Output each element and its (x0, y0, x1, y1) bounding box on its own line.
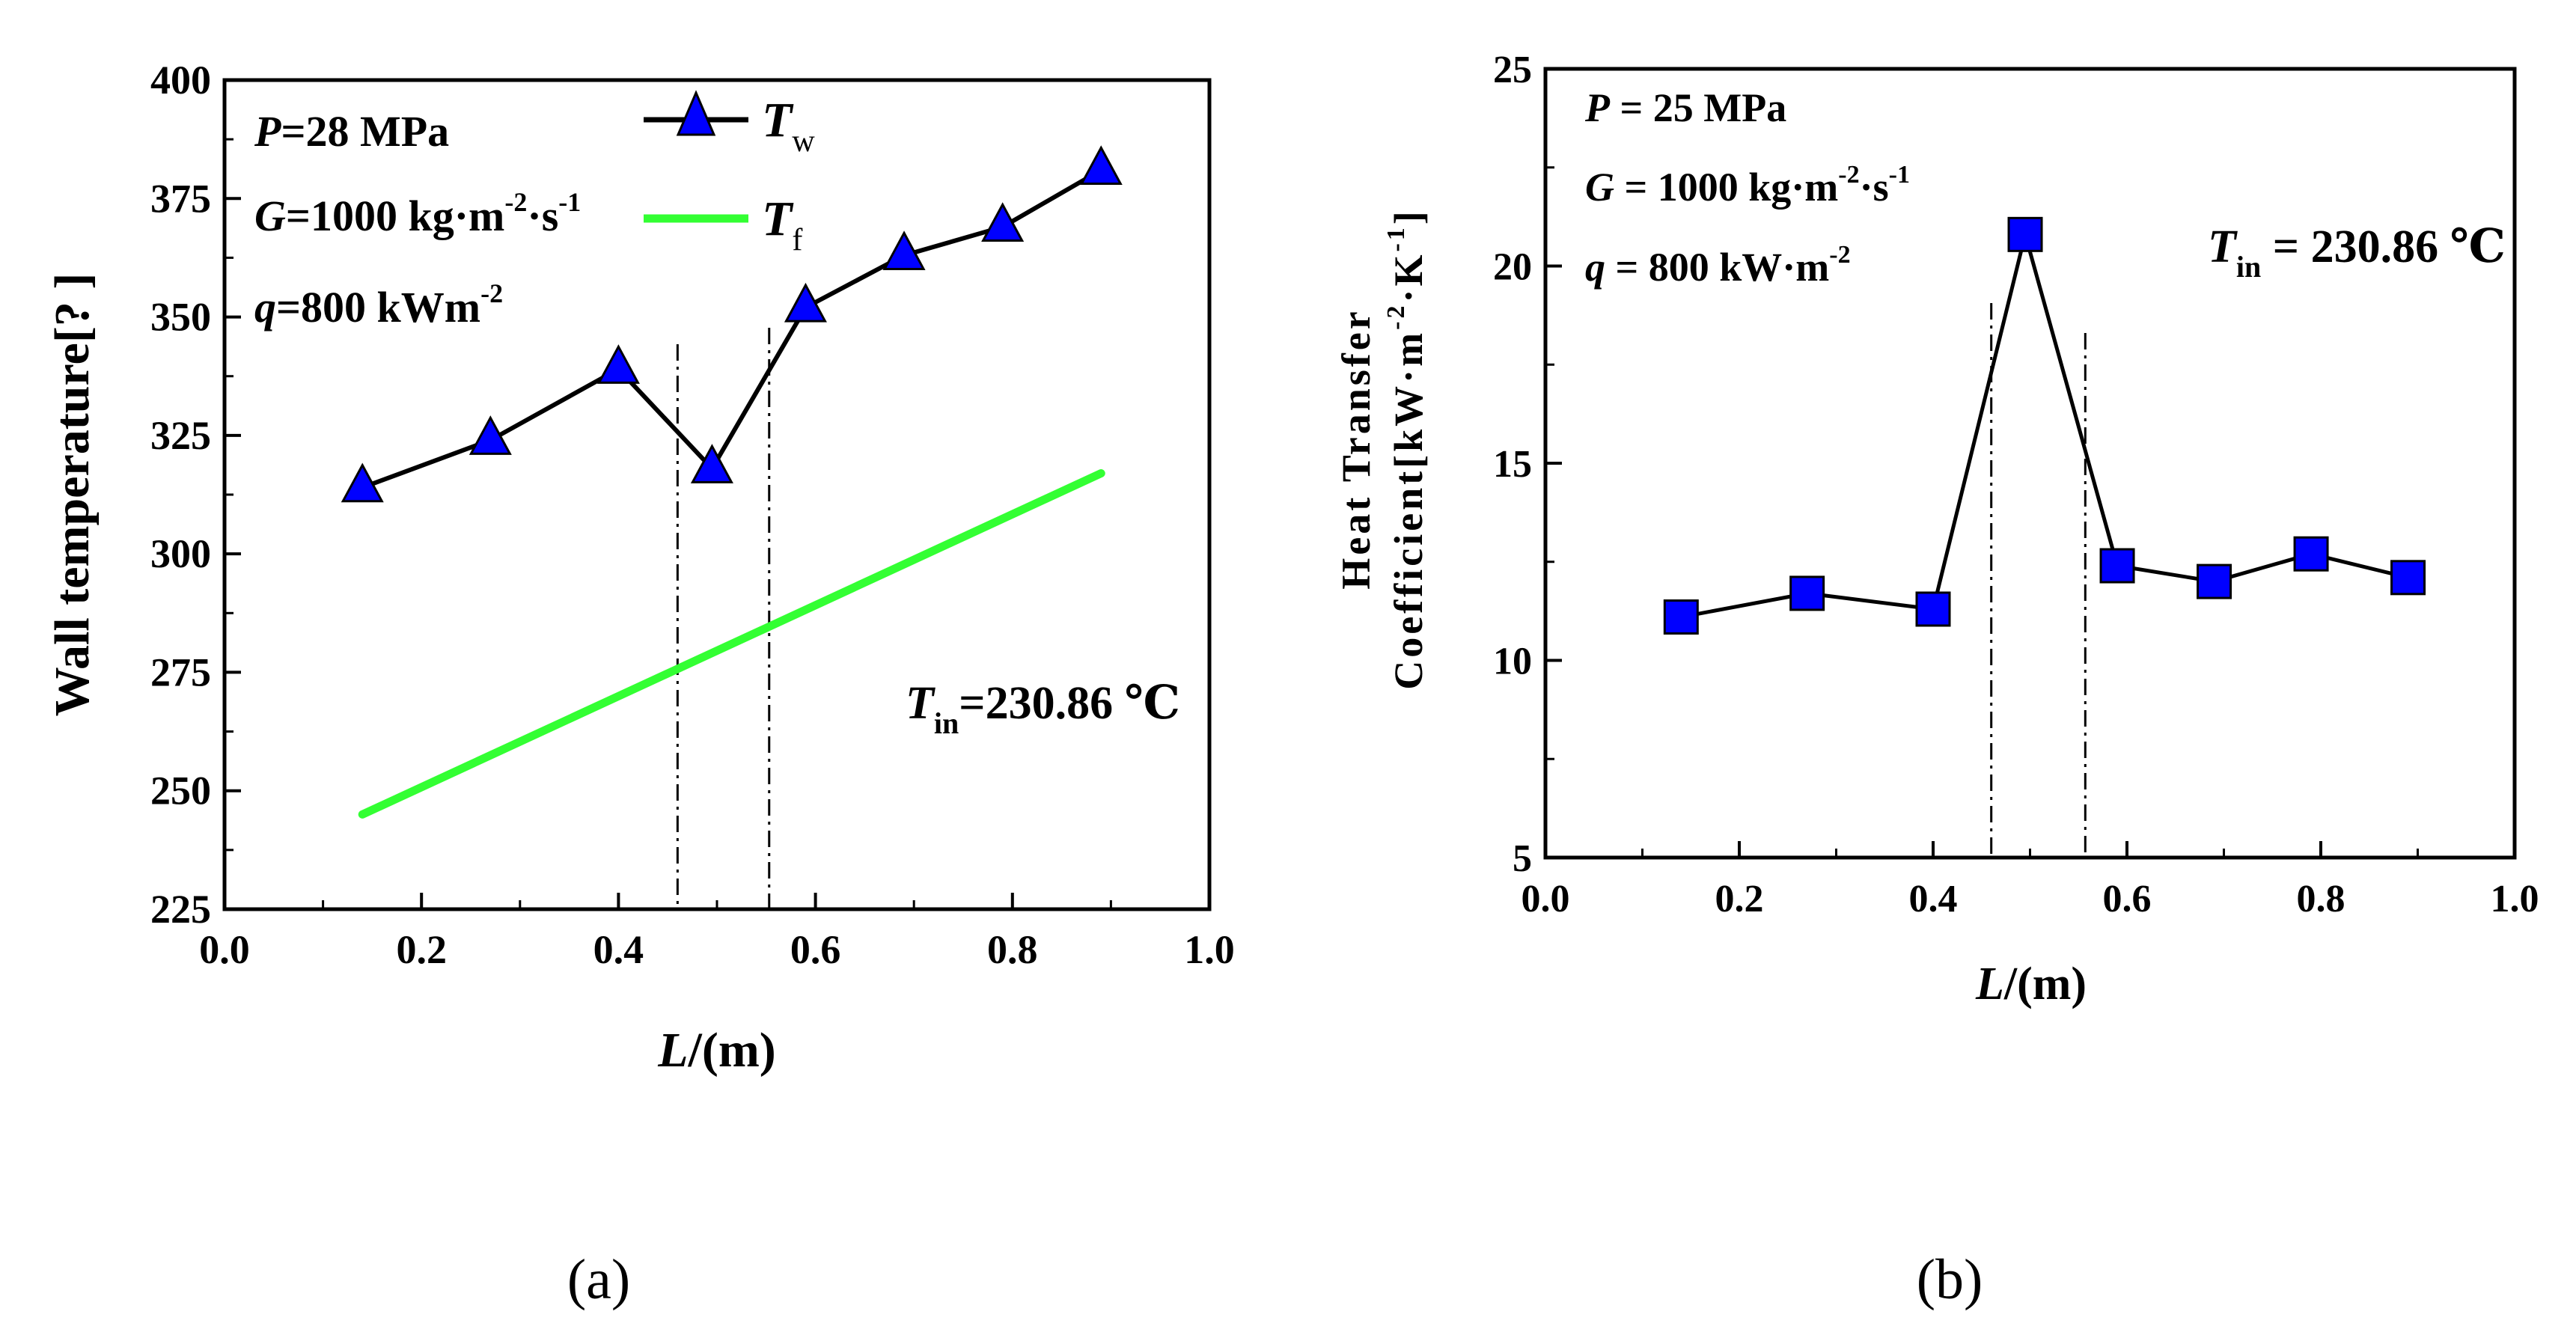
chart-a-xlabel-unit: /(m) (688, 1023, 776, 1078)
chart-a-xlabel: L/(m) (657, 1023, 776, 1078)
chart-a-ylabel: Wall temperature[? ] (45, 273, 100, 717)
chart-a-xtick-label: 0.4 (593, 927, 644, 972)
chart-b-xtick-label: 0.2 (1715, 878, 1764, 920)
chart-b-xtick-label: 0.4 (1909, 878, 1958, 920)
chart-a-ytick-label: 250 (150, 769, 211, 813)
chart-a-legend: Tw Tf (644, 90, 815, 257)
series-tw-point (981, 202, 1025, 242)
series-htc-point (1915, 591, 1951, 627)
series-htc-point (1663, 599, 1699, 635)
series-tw-point (784, 282, 827, 323)
chart-a-massflux-annotation: G=1000 kg·m-2·s-1 (254, 187, 581, 240)
chart-b-ylabel-line2: Coefficient[kW·m-2·K-1] (1382, 208, 1431, 690)
chart-a-ticks: 0.0 0.2 0.4 0.6 0.8 1.0 225 250 275 300 325 350 375 4… (150, 58, 1235, 972)
chart-a-ytick-label: 300 (150, 531, 211, 576)
series-tf-line (358, 469, 1105, 819)
chart-a-ytick-label: 375 (150, 176, 211, 221)
series-tw-point (468, 415, 512, 455)
chart-b-massflux-annotation: G = 1000 kg·m-2·s-1 (1585, 161, 1910, 210)
series-htc-point (2099, 548, 2135, 584)
series-tw-line (361, 168, 1102, 490)
legend-tf-label: Tf (762, 192, 802, 257)
chart-b-xlabel: L/(m) (1975, 959, 2087, 1009)
chart-a-ytick-label: 350 (150, 295, 211, 340)
chart-a-vlines (676, 328, 771, 909)
chart-a-ytick-label: 275 (150, 650, 211, 694)
caption-a: (a) (567, 1248, 630, 1311)
chart-b-xtick-label: 0.0 (1522, 878, 1570, 920)
chart-b-ytick-label: 25 (1493, 49, 1532, 91)
series-tw-point (1079, 145, 1123, 185)
chart-b-ytick-label: 20 (1493, 246, 1532, 289)
chart-b-ylabel-line1: Heat Transfer (1334, 308, 1379, 589)
chart-a-ytick-label: 325 (150, 413, 211, 458)
chart-a-xtick-label: 0.0 (199, 927, 250, 972)
chart-b-ytick-label: 15 (1493, 443, 1532, 486)
series-tw-point (882, 230, 926, 270)
chart-a-series (341, 145, 1123, 819)
chart-b-xtick-label: 1.0 (2491, 878, 2539, 920)
chart-b-heatflux-annotation: q = 800 kW·m-2 (1585, 241, 1851, 290)
chart-b-pressure-annotation: P = 25 MPa (1584, 85, 1786, 130)
chart-b-series (1663, 216, 2426, 635)
series-htc-point (2007, 216, 2043, 252)
chart-b-ticks: 0.0 0.2 0.4 0.6 0.8 1.0 5 10 15 20 25 (1493, 49, 2539, 920)
chart-a-inlet-temp-annotation: Tin=230.86 ℃ (906, 678, 1180, 740)
chart-a: 0.0 0.2 0.4 0.6 0.8 1.0 225 250 275 300 325 350 375 4… (45, 58, 1235, 1078)
series-htc-point (1789, 575, 1825, 611)
chart-a-heatflux-annotation: q=800 kWm-2 (254, 278, 503, 332)
chart-a-ytick-label: 400 (150, 58, 211, 103)
series-tw-point (690, 444, 733, 483)
legend-tw-label: Tw (762, 93, 815, 159)
chart-a-xtick-label: 0.8 (987, 927, 1038, 972)
chart-a-ytick-label: 225 (150, 887, 211, 932)
chart-b-ytick-label: 5 (1513, 837, 1532, 880)
chart-b-ytick-label: 10 (1493, 641, 1532, 683)
caption-b: (b) (1917, 1248, 1983, 1311)
chart-b-inlet-temp-annotation: Tin = 230.86 ℃ (2208, 222, 2506, 284)
chart-b-xtick-label: 0.8 (2297, 878, 2345, 920)
chart-b-xlabel-unit: /(m) (2003, 959, 2087, 1009)
chart-a-xtick-label: 0.6 (790, 927, 841, 972)
chart-b-xlabel-var: L (1975, 959, 2004, 1009)
chart-a-xtick-label: 0.2 (396, 927, 447, 972)
chart-a-xtick-label: 1.0 (1184, 927, 1235, 972)
series-htc-point (2390, 560, 2426, 596)
series-tw-point (341, 462, 384, 503)
chart-b: 0.0 0.2 0.4 0.6 0.8 1.0 5 10 15 20 25 Heat Transfe… (1334, 49, 2539, 1009)
chart-a-pressure-annotation: P=28 MPa (254, 107, 449, 156)
chart-b-ylabel: Heat Transfer Coefficient[kW·m-2·K-1] (1334, 208, 1431, 690)
series-tw-point (596, 344, 640, 384)
chart-a-xlabel-var: L (657, 1023, 688, 1078)
chart-b-xtick-label: 0.6 (2103, 878, 2152, 920)
series-htc-point (2197, 563, 2232, 599)
series-htc-point (2293, 536, 2329, 572)
legend-tw-marker (676, 90, 716, 136)
chart-b-vlines (1990, 303, 2087, 858)
